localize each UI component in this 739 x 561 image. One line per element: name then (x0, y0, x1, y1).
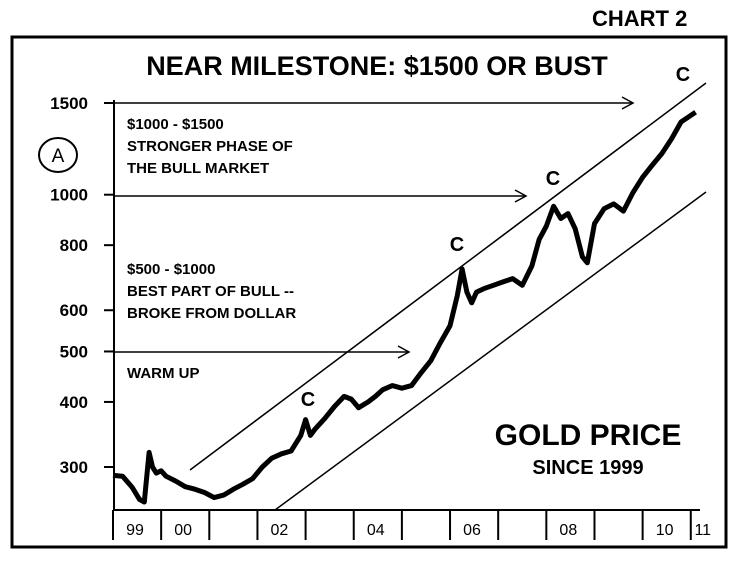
y-tick-label: 800 (60, 236, 88, 255)
circle-marker-a: A (38, 137, 78, 173)
annotation-middle-3: BROKE FROM DOLLAR (127, 305, 296, 322)
y-tick-label: 1000 (50, 186, 88, 205)
y-ticks: 300 400 500 600 800 1000 1500 (50, 94, 114, 477)
annotation-lower-1: WARM UP (127, 365, 200, 382)
annotation-upper-1: $1000 - $1500 (127, 116, 224, 133)
y-tick-label: 300 (60, 458, 88, 477)
arrow-head-1000 (514, 189, 528, 203)
peak-marker-2006: C (450, 234, 464, 256)
annotation-upper-2: STRONGER PHASE OF (127, 138, 293, 155)
y-tick-label: 1500 (50, 94, 88, 113)
channel-lower-line (274, 191, 707, 511)
chart-label: CHART 2 (592, 6, 688, 31)
x-tick-label: 99 (126, 522, 144, 539)
channel-upper-line (189, 82, 707, 471)
annotation-arrows (114, 96, 635, 359)
y-tick-label: 500 (60, 342, 88, 361)
chart-frame (10, 35, 728, 549)
x-tick-label: 10 (656, 522, 674, 539)
annotation-middle-2: BEST PART OF BULL -- (127, 283, 294, 300)
y-tick-label: 600 (60, 301, 88, 320)
annotation-middle-1: $500 - $1000 (127, 261, 215, 278)
y-tick-label: 400 (60, 393, 88, 412)
gold-price-series-line (112, 110, 697, 505)
x-tick-label: 11 (694, 522, 711, 539)
panel-title: GOLD PRICE (495, 419, 682, 452)
x-tick-label: 08 (559, 522, 577, 539)
x-ticks: 99 00 02 04 06 08 10 11 (112, 510, 711, 540)
arrow-head-500 (397, 345, 411, 359)
x-tick-label: 02 (271, 522, 289, 539)
peak-marker-2002: C (301, 389, 315, 411)
panel-subtitle: SINCE 1999 (532, 457, 643, 479)
x-tick-label: 00 (174, 522, 192, 539)
peak-marker-2011: C (676, 64, 690, 86)
x-tick-label: 04 (367, 522, 385, 539)
peak-marker-2008: C (546, 168, 560, 190)
circle-marker-outline (38, 137, 78, 173)
chart-title: NEAR MILESTONE: $1500 OR BUST (146, 51, 608, 81)
circle-marker-label: A (52, 146, 65, 167)
arrow-head-1500 (621, 96, 635, 110)
x-tick-label: 06 (463, 522, 481, 539)
annotation-upper-3: THE BULL MARKET (127, 160, 269, 177)
